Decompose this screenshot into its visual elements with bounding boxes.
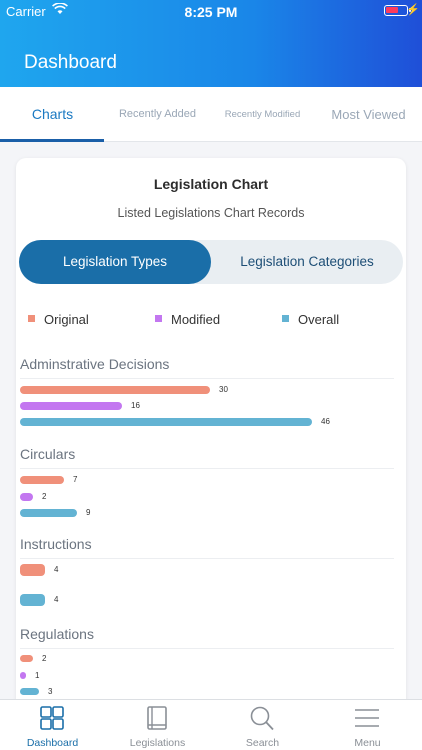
carrier-label: Carrier <box>6 4 46 19</box>
status-bar: Carrier 8:25 PM ⚡ <box>0 0 422 22</box>
chart-legend: Original Modified Overall <box>16 312 406 328</box>
nav-menu[interactable]: Menu <box>315 700 420 750</box>
category-divider <box>20 378 394 379</box>
legend-label-modified: Modified <box>171 312 221 327</box>
bar-value-label: 4 <box>54 595 59 604</box>
category-divider <box>20 558 394 559</box>
category-adminstrative-decisions: Adminstrative Decisions 30 16 46 <box>20 356 398 436</box>
nav-menu-label: Menu <box>354 737 381 749</box>
chart-title: Legislation Chart <box>153 176 269 192</box>
bottom-nav: Dashboard Legislations Search Menu <box>0 699 422 750</box>
legend-swatch-original <box>28 315 35 322</box>
category-title: Circulars <box>20 446 76 462</box>
bar-overall[interactable] <box>20 688 39 695</box>
nav-legislations[interactable]: Legislations <box>105 700 210 750</box>
category-instructions: Instructions 4 4 <box>20 536 398 616</box>
bar-modified[interactable] <box>20 672 26 679</box>
category-title: Regulations <box>20 626 94 642</box>
category-divider <box>20 468 394 469</box>
category-title: Adminstrative Decisions <box>20 356 170 372</box>
clock: 8:25 PM <box>184 4 238 20</box>
tab-charts[interactable]: Charts <box>31 106 74 122</box>
app-header: Carrier 8:25 PM ⚡ Dashboard <box>0 0 422 87</box>
bar-value-label: 7 <box>73 475 78 484</box>
wifi-icon <box>52 3 68 14</box>
legend-label-overall: Overall <box>298 312 340 327</box>
chart-subtitle: Listed Legislations Chart Records <box>117 206 305 220</box>
category-circulars: Circulars 7 2 9 <box>20 446 398 526</box>
legislation-categories-button[interactable]: Legislation Categories <box>240 254 374 269</box>
bar-value-label: 2 <box>42 492 47 501</box>
book-icon <box>147 706 167 730</box>
legislation-types-button[interactable]: Legislation Types <box>19 240 211 284</box>
nav-search[interactable]: Search <box>210 700 315 750</box>
bar-overall[interactable] <box>20 509 77 517</box>
bar-value-label: 9 <box>86 508 91 517</box>
category-title: Instructions <box>20 536 92 552</box>
bar-value-label: 3 <box>48 686 53 696</box>
bar-value-label: 4 <box>54 565 59 574</box>
legend-swatch-overall <box>282 315 289 322</box>
tab-bar: Charts Recently Added Recently Modified … <box>0 87 422 142</box>
nav-search-label: Search <box>245 737 280 749</box>
bar-original[interactable] <box>20 476 64 484</box>
tab-most-viewed[interactable]: Most Viewed <box>331 107 406 122</box>
bar-modified[interactable] <box>20 493 33 501</box>
chart-card: Legislation Chart Listed Legislations Ch… <box>16 158 406 718</box>
tab-recently-added[interactable]: Recently Added <box>118 108 197 120</box>
legend-label-original: Original <box>44 312 89 327</box>
page-title: Dashboard <box>24 52 117 73</box>
charging-icon: ⚡ <box>406 4 420 16</box>
bar-value-label: 1 <box>35 670 40 680</box>
bar-original[interactable] <box>20 655 33 662</box>
bar-modified[interactable] <box>20 402 122 410</box>
active-tab-indicator <box>0 139 104 142</box>
bar-original[interactable] <box>20 386 210 394</box>
tab-recently-modified[interactable]: Recently Modified <box>224 109 301 120</box>
chart-type-toggle: Legislation Types Legislation Categories <box>19 240 403 284</box>
hamburger-menu-icon <box>355 709 379 727</box>
bar-original[interactable] <box>20 564 45 576</box>
category-regulations: Regulations 2 1 3 <box>20 626 398 706</box>
search-icon <box>250 706 274 731</box>
grid-icon <box>40 706 64 730</box>
bar-value-label: 2 <box>42 653 47 663</box>
category-divider <box>20 648 394 649</box>
bar-value-label: 16 <box>131 401 140 410</box>
nav-dashboard[interactable]: Dashboard <box>0 700 105 750</box>
bar-value-label: 30 <box>219 385 228 394</box>
bar-overall[interactable] <box>20 594 45 606</box>
battery-icon <box>384 5 411 16</box>
nav-legislations-label: Legislations <box>129 737 186 749</box>
legend-swatch-modified <box>155 315 162 322</box>
nav-dashboard-label: Dashboard <box>26 737 79 749</box>
bar-overall[interactable] <box>20 418 312 426</box>
bar-value-label: 46 <box>321 417 330 426</box>
